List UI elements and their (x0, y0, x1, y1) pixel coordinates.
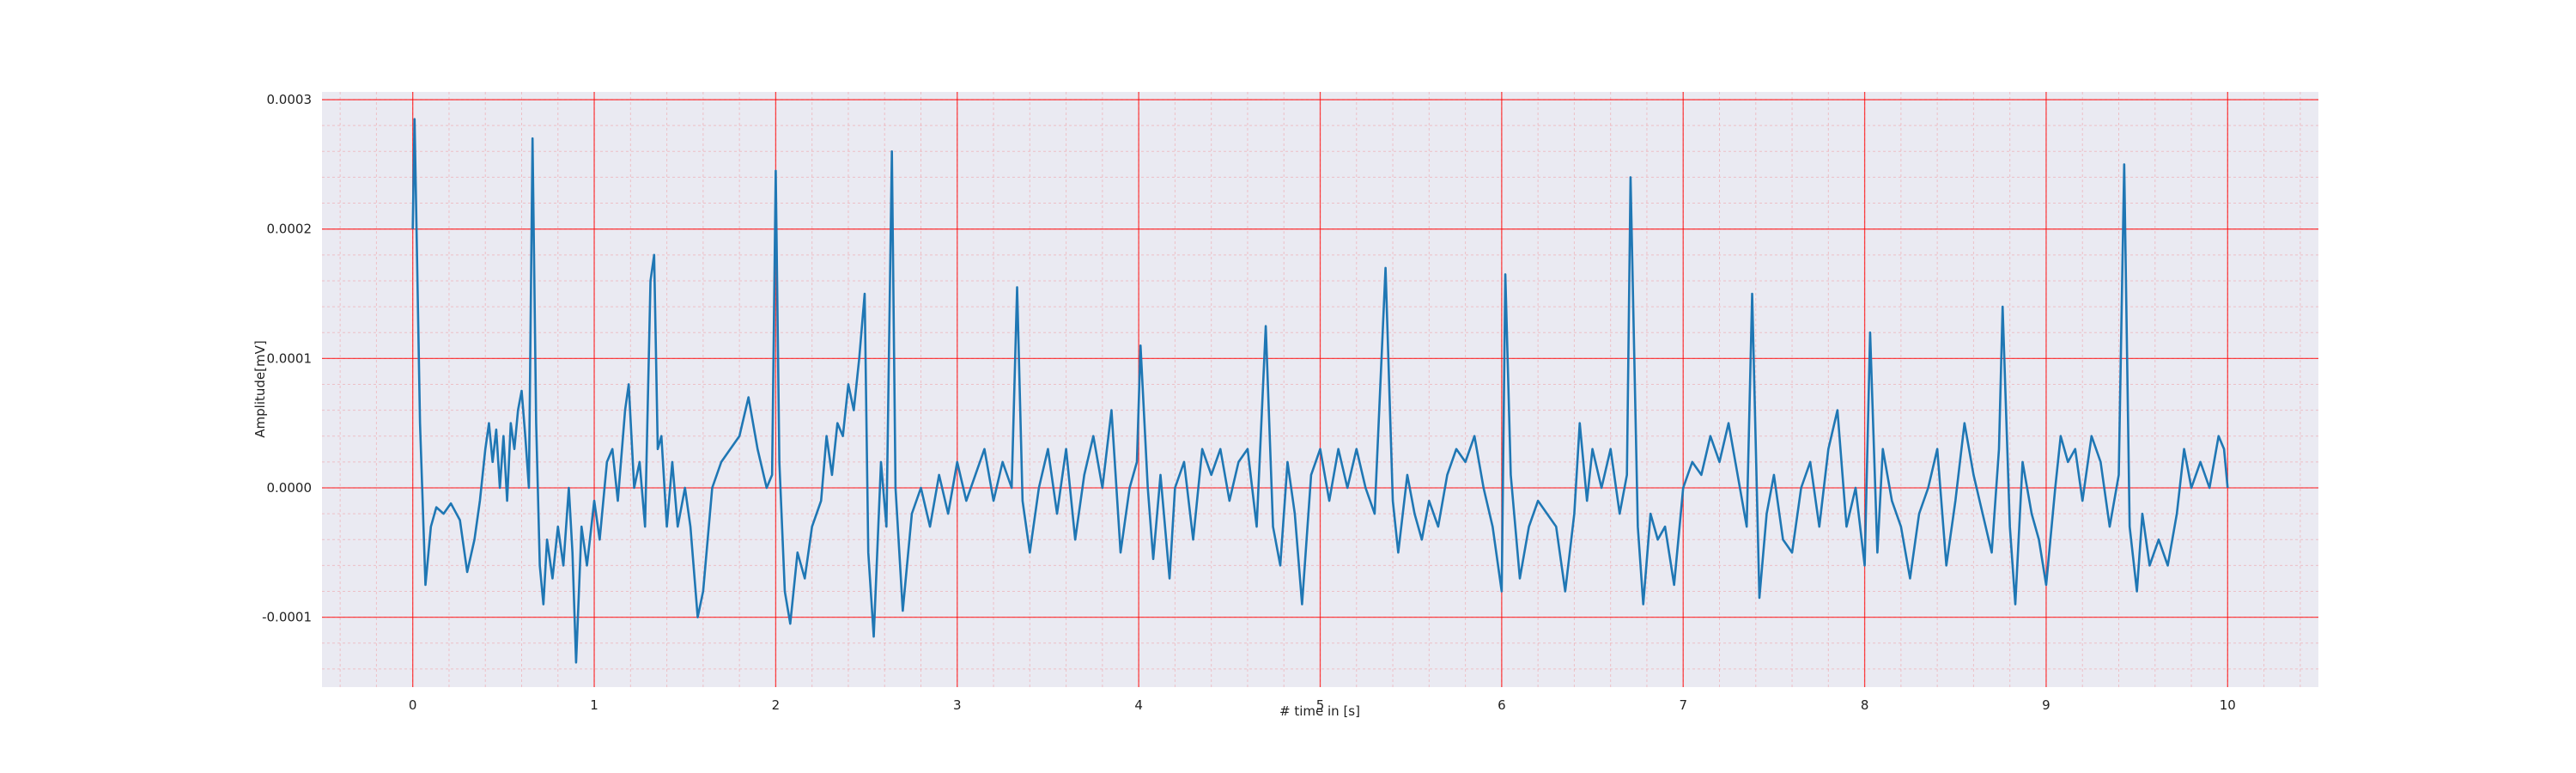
x-tick-label: 10 (2220, 697, 2236, 713)
y-axis-label: Amplitude[mV] (252, 340, 268, 437)
x-tick-label: 1 (590, 697, 598, 713)
y-tick-label: 0.0003 (267, 92, 313, 107)
x-tick-label: 7 (1679, 697, 1687, 713)
x-tick-label: 8 (1861, 697, 1869, 713)
y-tick-label: 0.0002 (267, 222, 313, 237)
x-tick-label: 9 (2042, 697, 2050, 713)
x-tick-label: 4 (1134, 697, 1143, 713)
y-tick-label: 0.0001 (267, 350, 313, 366)
x-tick-label: 3 (953, 697, 962, 713)
x-axis-label: # time in [s] (1279, 703, 1360, 719)
y-tick-label: -0.0001 (262, 610, 312, 625)
x-tick-label: 6 (1498, 697, 1506, 713)
y-tick-label: 0.0000 (267, 480, 313, 496)
x-tick-label: 5 (1316, 697, 1325, 713)
x-tick-label: 0 (409, 697, 417, 713)
x-tick-label: 2 (772, 697, 781, 713)
signal-line (411, 118, 2229, 664)
